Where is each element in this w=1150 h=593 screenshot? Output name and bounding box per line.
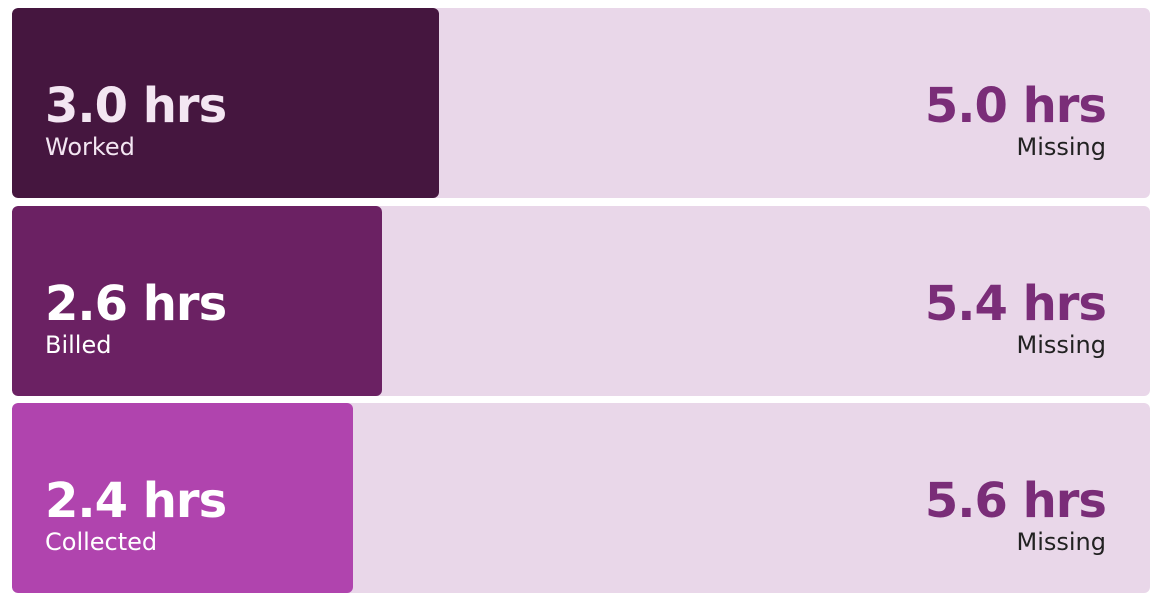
done-block: 3.0 hrs Worked (45, 78, 227, 162)
missing-label: Missing (1016, 133, 1107, 161)
missing-block: 5.6 hrs Missing (924, 473, 1107, 557)
missing-label: Missing (1016, 331, 1107, 359)
progress-fill (12, 403, 354, 593)
done-value: 2.4 hrs (45, 473, 227, 529)
missing-value: 5.6 hrs (924, 473, 1107, 529)
progress-fill (12, 8, 439, 198)
done-label: Collected (45, 528, 158, 556)
done-label: Billed (45, 331, 112, 359)
done-value: 3.0 hrs (45, 78, 227, 134)
done-value: 2.6 hrs (45, 276, 227, 332)
progress-row: 2.4 hrs Collected 5.6 hrs Missing (12, 403, 1150, 593)
progress-row: 2.6 hrs Billed 5.4 hrs Missing (12, 206, 1150, 396)
missing-block: 5.4 hrs Missing (924, 276, 1107, 360)
done-block: 2.4 hrs Collected (45, 473, 227, 557)
missing-label: Missing (1016, 528, 1107, 556)
missing-value: 5.0 hrs (924, 78, 1107, 134)
missing-value: 5.4 hrs (924, 276, 1107, 332)
done-block: 2.6 hrs Billed (45, 276, 227, 360)
missing-block: 5.0 hrs Missing (924, 78, 1107, 162)
progress-row: 3.0 hrs Worked 5.0 hrs Missing (12, 8, 1150, 198)
done-label: Worked (45, 133, 135, 161)
progress-fill (12, 206, 382, 396)
